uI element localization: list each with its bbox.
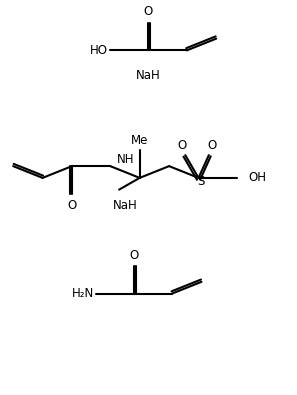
Text: S: S <box>197 175 205 188</box>
Text: NH: NH <box>117 152 135 166</box>
Text: OH: OH <box>248 171 266 184</box>
Text: NaH: NaH <box>136 70 161 83</box>
Text: O: O <box>177 139 187 152</box>
Text: O: O <box>67 199 77 212</box>
Text: O: O <box>208 139 217 152</box>
Text: O: O <box>129 249 138 261</box>
Text: HO: HO <box>90 44 108 57</box>
Text: O: O <box>144 6 153 19</box>
Text: Me: Me <box>131 134 148 147</box>
Text: H₂N: H₂N <box>72 287 94 300</box>
Text: NaH: NaH <box>113 199 137 212</box>
